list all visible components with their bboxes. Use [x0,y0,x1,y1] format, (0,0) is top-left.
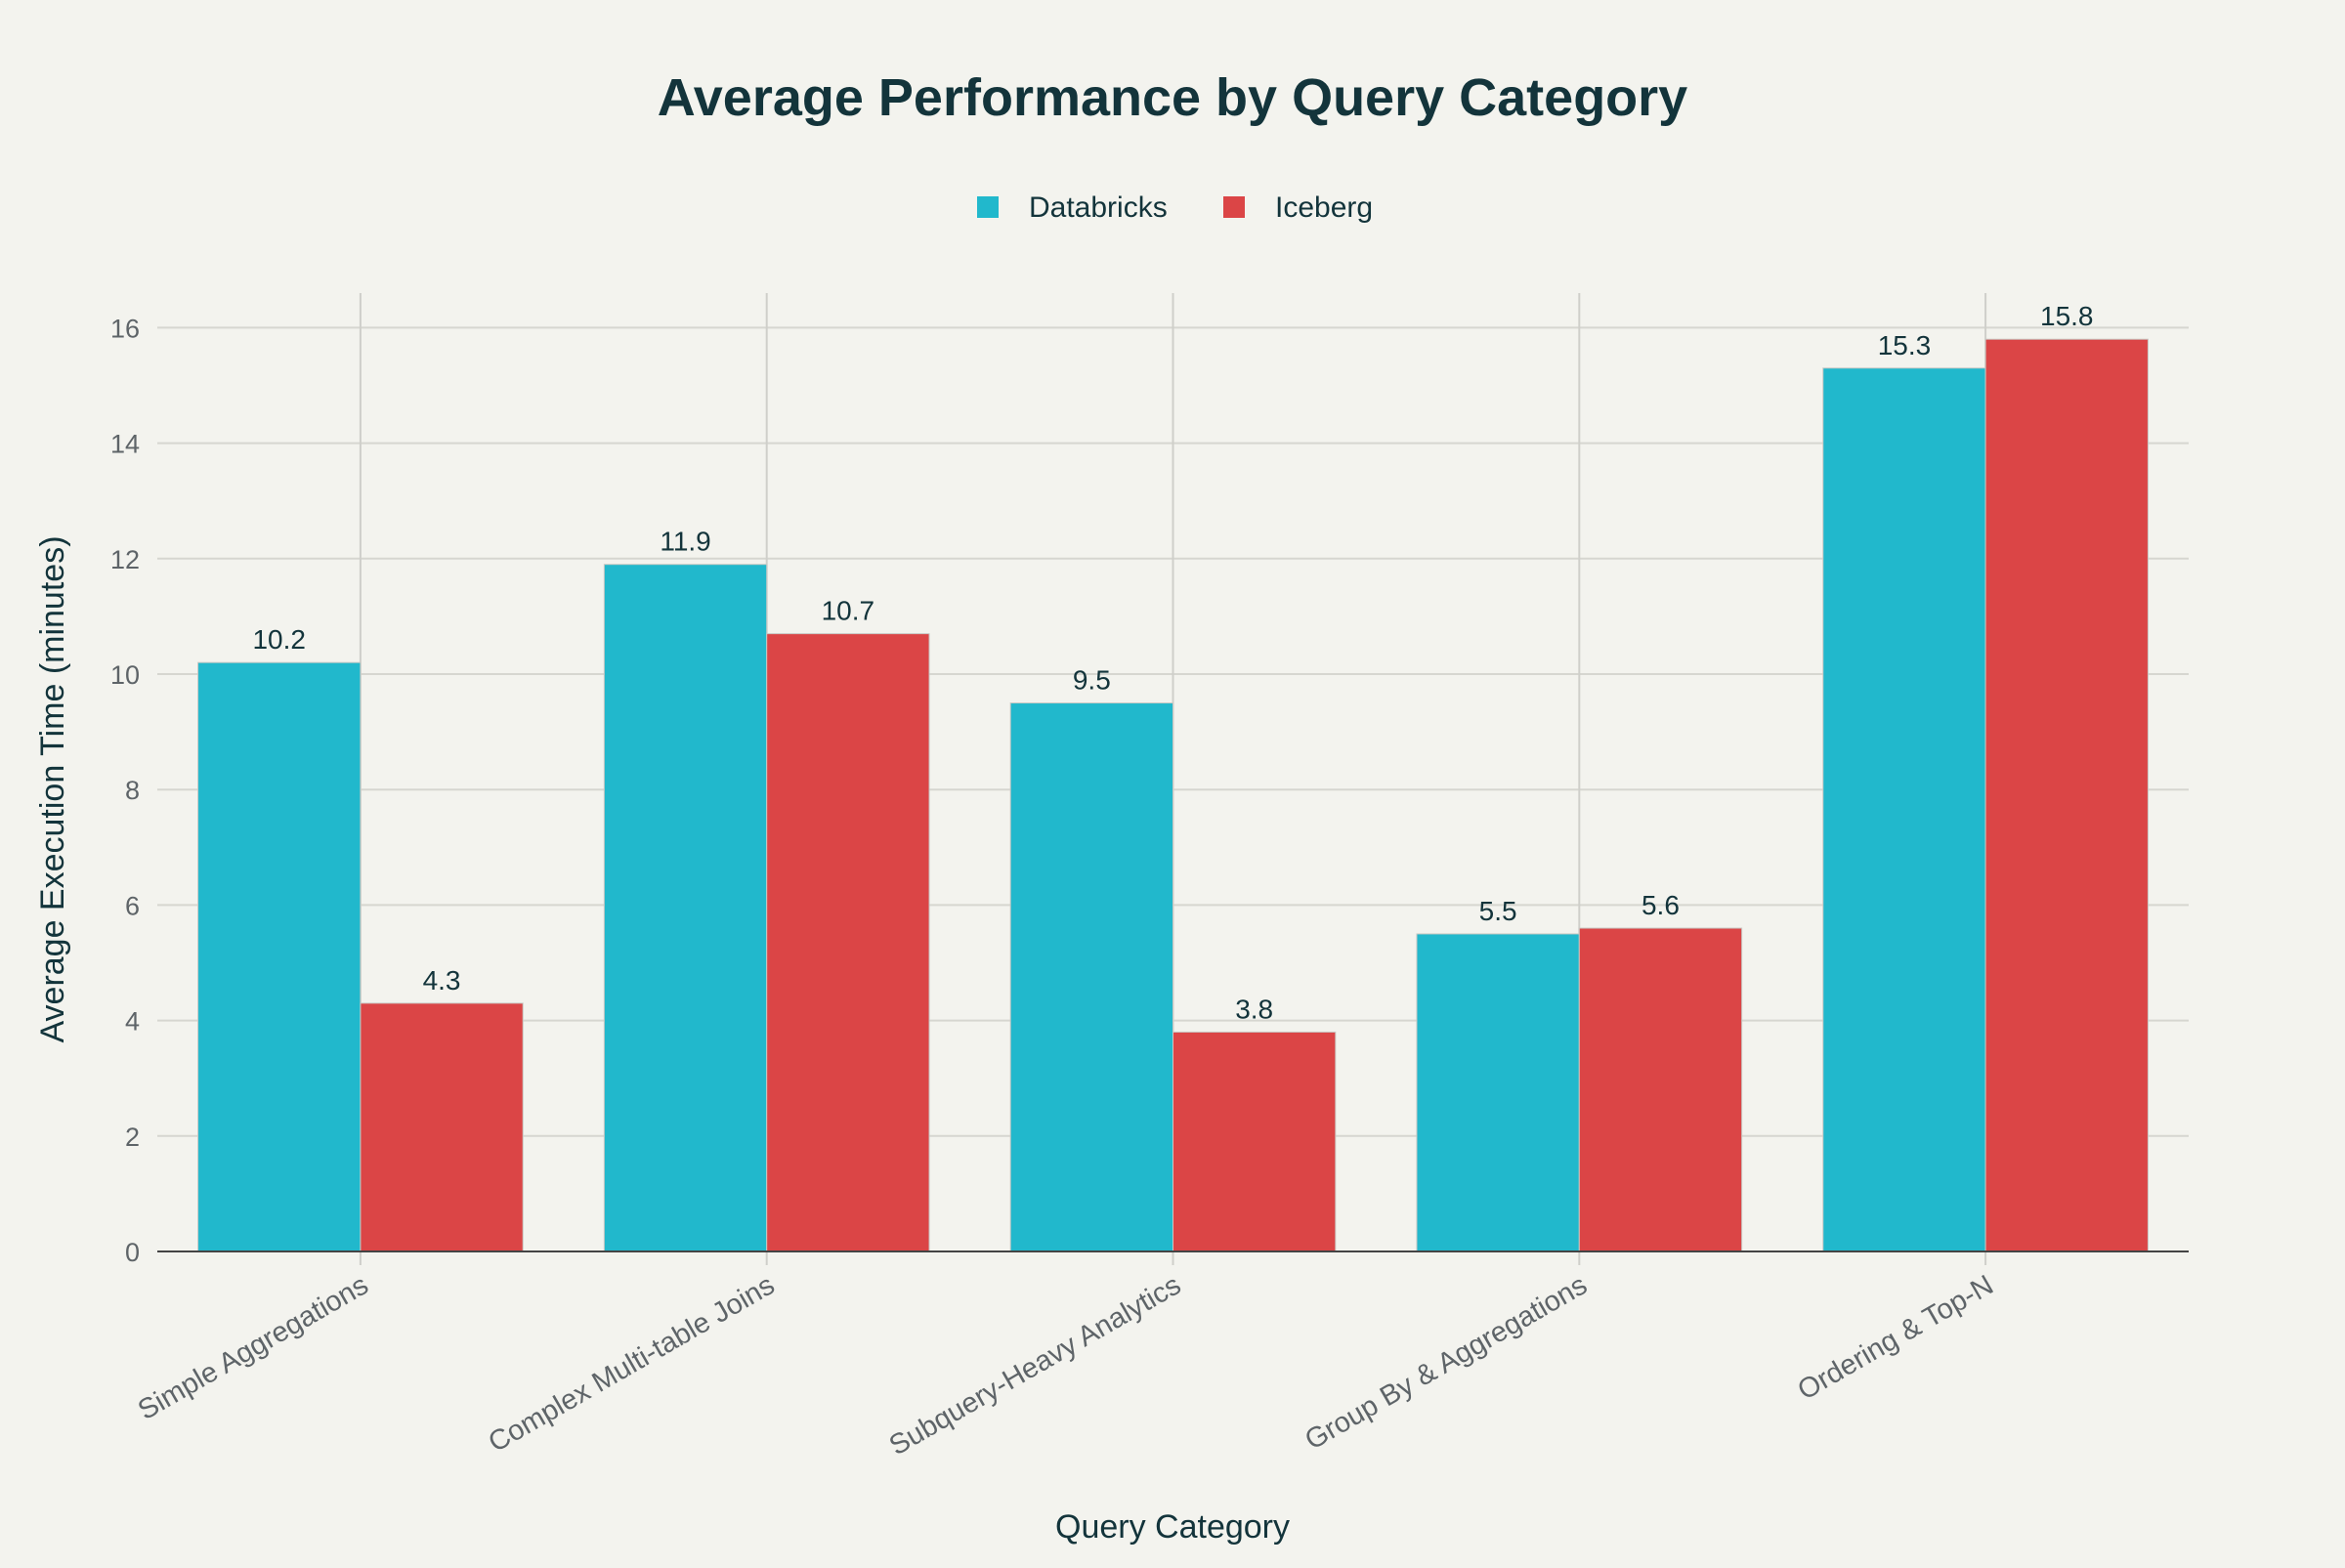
bar-iceberg[interactable] [360,1002,524,1252]
bar-iceberg[interactable] [1578,927,1743,1252]
data-label: 10.7 [822,596,875,626]
bars [197,338,2149,1252]
x-tick-label: Complex Multi-table Joins [484,1269,781,1459]
chart-title: Average Performance by Query Category [658,68,1687,127]
data-label: 15.3 [1878,330,1932,360]
data-label: 11.9 [660,527,710,557]
legend-label-databricks[interactable]: Databricks [1029,191,1168,224]
y-tick-label: 2 [125,1123,140,1152]
bar-databricks[interactable] [603,564,768,1252]
data-label: 4.3 [423,965,461,996]
x-tick-label: Group By & Aggregations [1300,1269,1592,1456]
bar-iceberg[interactable] [766,633,930,1252]
data-label: 9.5 [1073,665,1111,696]
bar-iceberg[interactable] [1172,1031,1337,1252]
x-axis-title: Query Category [1055,1508,1290,1546]
bar-databricks[interactable] [1822,367,1986,1252]
x-tick-label: Subquery-Heavy Analytics [884,1269,1186,1462]
y-tick-label: 8 [125,776,140,805]
bar-databricks[interactable] [1009,702,1174,1252]
y-tick-label: 6 [125,891,140,920]
bar-databricks[interactable] [1416,933,1580,1252]
bar-databricks[interactable] [197,661,362,1252]
data-label: 3.8 [1235,994,1273,1024]
y-tick-label: 16 [110,314,140,343]
y-tick-label: 10 [110,660,140,690]
data-label: 5.5 [1479,896,1517,926]
y-tick-label: 14 [110,430,140,459]
x-tick-label: Ordering & Top-N [1793,1269,1999,1406]
y-tick-label: 12 [110,545,140,574]
x-tick-label: Simple Aggregations [133,1269,373,1426]
legend-label-iceberg[interactable]: Iceberg [1275,191,1373,224]
y-tick-label: 0 [125,1238,140,1267]
data-label: 5.6 [1642,890,1680,920]
data-labels: 10.2 4.3 11.9 10.7 9.5 3.8 5.5 5.6 15.3 15.8 [252,301,2093,1024]
y-tick-label: 4 [125,1007,140,1037]
y-axis-title: Average Execution Time (minutes) [34,535,71,1042]
legend-swatch-iceberg[interactable] [1223,196,1245,218]
x-axis-ticks: Simple Aggregations Complex Multi-table J… [133,1269,1999,1462]
data-label: 15.8 [2040,301,2094,331]
bar-iceberg[interactable] [1984,338,2149,1252]
legend[interactable]: Databricks Iceberg [977,191,1373,224]
data-label: 10.2 [252,624,306,655]
legend-swatch-databricks[interactable] [977,196,999,218]
y-axis-ticks: 0 2 4 6 8 10 12 14 16 [110,314,140,1267]
